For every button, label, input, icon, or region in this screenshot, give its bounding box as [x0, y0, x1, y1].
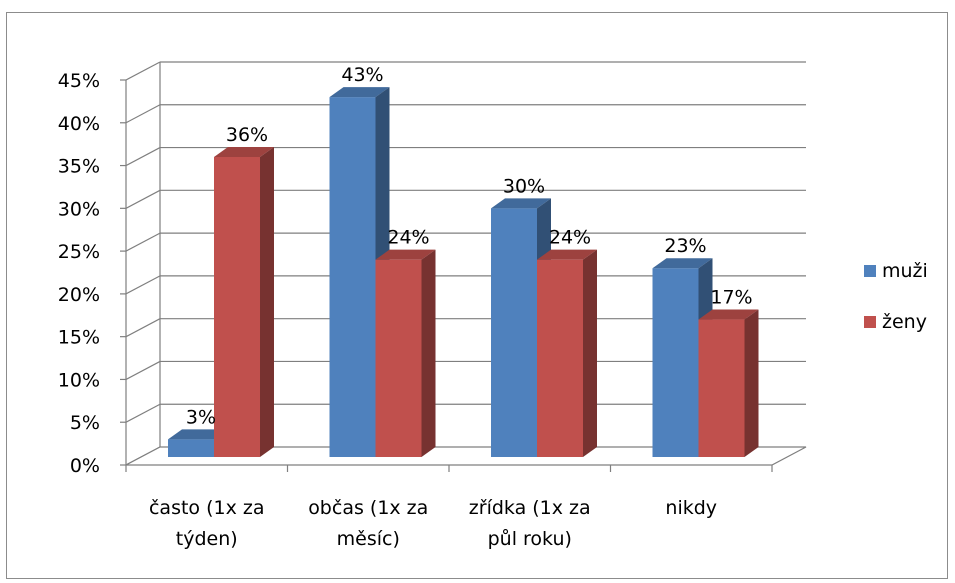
x-category-label-line: týden)	[176, 528, 238, 550]
bars	[168, 87, 759, 458]
gridline-side	[125, 189, 161, 209]
bar-top	[168, 429, 228, 440]
bar-top	[375, 249, 436, 260]
bar	[537, 259, 583, 457]
bar	[491, 208, 537, 457]
y-tick-label: 25%	[58, 241, 100, 263]
gridline-side	[125, 61, 161, 81]
y-tick-label: 35%	[58, 156, 100, 178]
data-label: 17%	[710, 287, 752, 309]
x-category-label-line: občas (1x za	[308, 497, 428, 519]
data-label: 3%	[186, 406, 216, 428]
bar-top	[214, 147, 274, 157]
x-category-label-line: půl roku)	[488, 528, 572, 550]
y-tick-label: 5%	[70, 412, 100, 434]
gridline-side	[125, 232, 161, 252]
chart-floor	[125, 446, 807, 466]
data-label: 36%	[226, 124, 268, 146]
x-category-label-line: často (1x za	[149, 497, 265, 519]
bar-side	[260, 147, 274, 457]
gridline-side	[125, 104, 161, 124]
bar	[375, 259, 422, 457]
x-category-label-line: nikdy	[665, 497, 717, 519]
x-category-label: občas (1x za měsíc)	[308, 497, 428, 550]
gridline-side	[125, 403, 161, 423]
data-label: 24%	[549, 227, 591, 249]
bar	[698, 319, 745, 457]
x-category-label-line: zřídka (1x za	[469, 497, 591, 519]
chart-frame	[6, 12, 948, 579]
bar-side	[583, 249, 597, 457]
bar-side	[744, 309, 759, 457]
legend: muži ženy	[864, 260, 928, 333]
y-tick-label: 30%	[58, 198, 100, 220]
x-category-label-line: měsíc)	[337, 528, 400, 550]
gridline-side	[125, 318, 161, 338]
y-tick-label: 15%	[58, 327, 100, 349]
y-tick-label: 20%	[58, 284, 100, 306]
y-tick-label: 0%	[70, 455, 100, 477]
x-category-label: zřídka (1x za půl roku)	[469, 497, 591, 550]
gridline-side	[125, 275, 161, 295]
data-label: 23%	[664, 235, 706, 257]
bar	[652, 268, 699, 457]
bar	[329, 97, 376, 457]
legend-swatch	[864, 265, 876, 277]
x-category-label: nikdy	[665, 497, 717, 519]
bar-top	[698, 309, 759, 320]
bar-top	[537, 249, 597, 260]
data-label: 43%	[341, 64, 383, 86]
bar	[168, 439, 214, 457]
legend-label: muži	[882, 260, 928, 282]
data-label: 24%	[387, 227, 429, 249]
gridline-side	[125, 360, 161, 380]
x-category-label: často (1x za týden)	[149, 497, 265, 550]
legend-swatch	[864, 316, 876, 328]
y-tick-label: 45%	[58, 70, 100, 92]
data-label: 30%	[503, 175, 545, 197]
bar-top	[491, 198, 551, 209]
y-tick-label: 10%	[58, 369, 100, 391]
bar-top	[652, 258, 713, 269]
bar	[214, 157, 260, 457]
bar-top	[329, 87, 390, 98]
bar-side	[421, 249, 436, 457]
gridline-side	[125, 147, 161, 167]
legend-label: ženy	[882, 311, 927, 333]
y-tick-label: 40%	[58, 113, 100, 135]
